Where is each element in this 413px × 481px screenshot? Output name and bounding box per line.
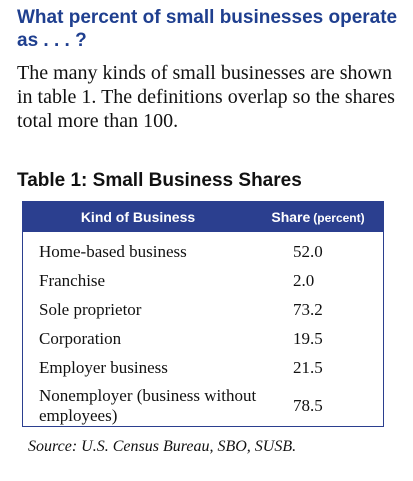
kind-cell: Franchise: [39, 270, 106, 290]
table-title: Table 1: Small Business Shares: [17, 170, 302, 191]
kind-cell: Home-based business: [39, 241, 187, 261]
share-cell: 2.0: [293, 270, 315, 290]
share-cell: 78.5: [293, 396, 323, 415]
kind-cell: Sole proprietor: [39, 299, 142, 319]
small-business-table: Kind of Business Share (percent) Home-bas…: [22, 201, 384, 427]
header-share-unit: (percent): [313, 211, 365, 225]
header-share-label: Share: [271, 209, 311, 225]
table-row: Franchise 2.0: [23, 266, 383, 295]
table-row: Nonemployer (business without employees)…: [23, 382, 383, 430]
table-row: Home-based business 52.0: [23, 237, 383, 266]
source-note: Source: U.S. Census Bureau, SBO, SUSB.: [28, 438, 297, 455]
intro-paragraph: The many kinds of small businesses are s…: [17, 62, 395, 132]
question-heading: What percent of small businesses operate…: [17, 7, 398, 51]
table-row: Sole proprietor 73.2: [23, 295, 383, 324]
kind-cell: Nonemployer (business without employees): [39, 386, 257, 425]
table-row: Employer business 21.5: [23, 353, 383, 382]
table-row: Corporation 19.5: [23, 324, 383, 353]
kind-cell: Employer business: [39, 357, 168, 377]
kind-cell: Corporation: [39, 328, 122, 348]
table-body: Home-based business 52.0 Franchise 2.0 S…: [23, 232, 383, 430]
share-cell: 21.5: [293, 357, 323, 377]
header-kind-of-business: Kind of Business: [80, 209, 196, 225]
share-cell: 19.5: [293, 328, 323, 348]
share-cell: 52.0: [293, 241, 323, 261]
table-header: Kind of Business Share (percent): [23, 202, 383, 232]
header-share: Share (percent): [253, 209, 383, 225]
share-cell: 73.2: [293, 299, 323, 319]
